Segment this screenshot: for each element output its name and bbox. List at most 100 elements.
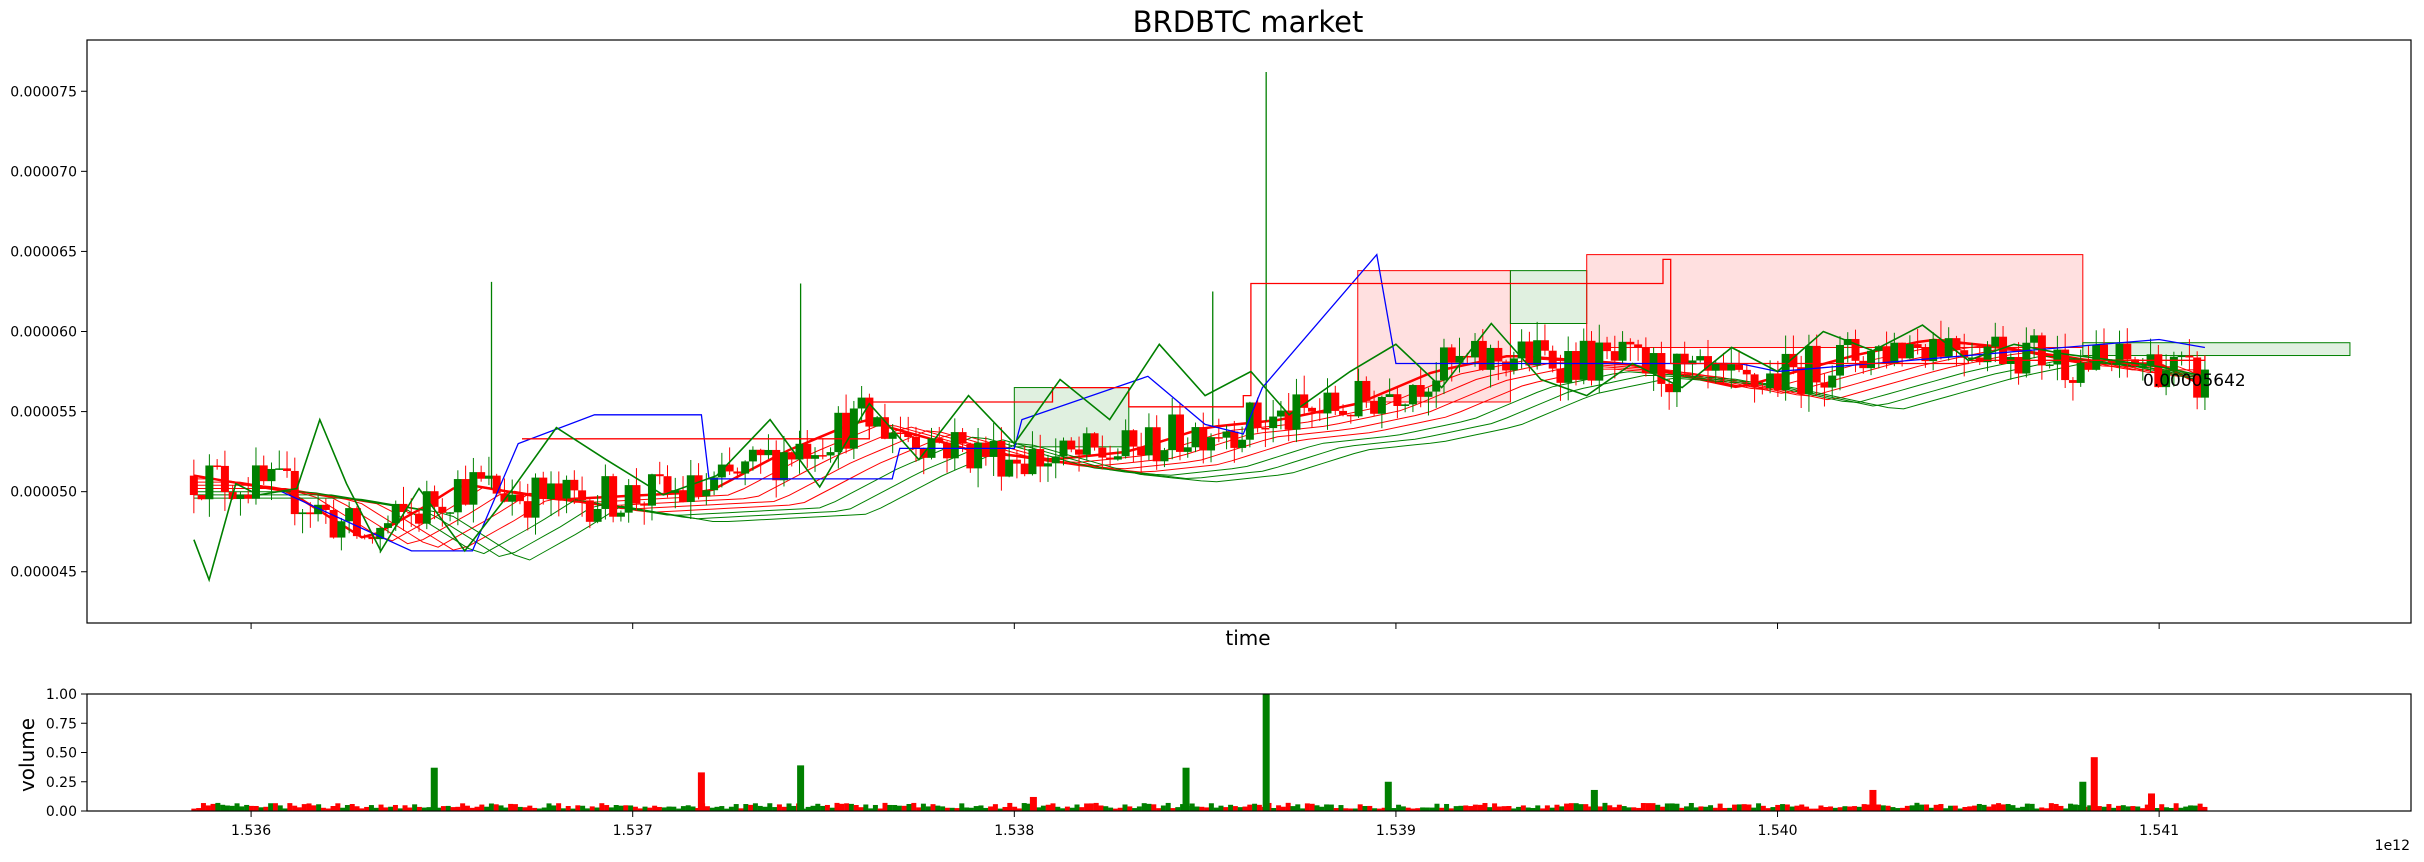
volume-bar-253 [1405, 807, 1411, 811]
volume-bar-85 [599, 803, 605, 811]
volume-bar-132 [824, 804, 830, 811]
candle-body-225 [1936, 339, 1945, 357]
volume-bar-266 [1468, 806, 1474, 811]
volume-bar-141 [868, 808, 874, 811]
volume-bar-281 [1540, 808, 1546, 811]
candle-body-137 [1253, 402, 1262, 428]
candle-body-134 [1230, 431, 1239, 448]
volume-bar-400 [2111, 807, 2117, 811]
volume-bar-51 [436, 807, 442, 811]
candle-body-208 [1804, 345, 1813, 394]
volume-bar-137 [848, 803, 854, 811]
volume-bar-166 [988, 806, 994, 811]
volume-bar-261 [1444, 803, 1450, 811]
volume-bar-216 [1228, 804, 1234, 811]
volume-bar-136 [844, 803, 850, 811]
volume-bar-272 [1496, 806, 1502, 811]
candle-body-141 [1284, 410, 1293, 430]
volume-bar-79 [570, 808, 576, 811]
volume-bar-280 [1535, 805, 1541, 811]
candle-body-182 [1603, 342, 1612, 352]
volume-bar-220 [1247, 804, 1253, 811]
volume-bar-32 [344, 805, 350, 811]
candle-body-13 [290, 470, 299, 515]
candle-body-223 [1921, 347, 1930, 362]
volume-bar-386 [2044, 808, 2050, 811]
ma-ribbon-line-2 [193, 345, 2194, 545]
volume-bar-182 [1064, 806, 1070, 811]
volume-bar-72 [536, 808, 542, 811]
candle-body-8 [251, 465, 260, 499]
candle-body-105 [1005, 459, 1014, 477]
volume-bar-212 [1208, 803, 1214, 811]
volume-bar-66 [508, 803, 514, 811]
volume-bar-159 [954, 808, 960, 811]
volume-bar-410 [2159, 804, 2165, 811]
volume-bar-361 [1924, 804, 1930, 811]
candle-body-220 [1898, 342, 1907, 359]
volume-bar-355 [1895, 808, 1901, 811]
volume-bar-48 [421, 807, 427, 811]
candle-body-124 [1152, 427, 1161, 462]
volume-bar-119 [762, 806, 768, 811]
volume-bar-360 [1919, 804, 1925, 811]
candle-body-130 [1199, 427, 1208, 451]
candle-body-55 [616, 512, 625, 517]
candle-body-190 [1665, 383, 1674, 393]
volume-bar-288 [1573, 803, 1579, 811]
volume-bar-283 [1549, 807, 1555, 811]
volume-bar-54 [450, 807, 456, 811]
volume-bar-208 [1189, 803, 1195, 811]
candle-body-232 [1991, 336, 2000, 347]
volume-bar-290 [1583, 804, 1589, 811]
volume-bar-399 [2106, 804, 2112, 811]
volume-bar-12 [248, 805, 254, 811]
candle-body-143 [1300, 394, 1309, 408]
candle-body-245 [2092, 344, 2101, 370]
volume-bar-262 [1448, 808, 1454, 811]
candle-body-256 [2177, 355, 2186, 358]
candle-body-178 [1571, 351, 1580, 380]
volume-bar-160 [959, 803, 965, 811]
volume-bar-169 [1002, 806, 1008, 811]
volume-bar-13 [253, 805, 259, 811]
volume-bar-111 [724, 808, 730, 811]
candle-body-96 [935, 438, 944, 443]
volume-bar-351 [1876, 804, 1882, 811]
volume-bar-5 [215, 802, 221, 811]
volume-bar-180 [1055, 806, 1061, 811]
candle-body-181 [1595, 342, 1604, 381]
candle-body-62 [671, 490, 680, 493]
volume-bar-23 [301, 804, 307, 811]
candle-body-222 [1913, 344, 1922, 348]
volume-bar-337 [1808, 808, 1814, 811]
candle-body-57 [632, 485, 641, 504]
volume-bar-190 [1103, 806, 1109, 811]
volume-bar-329 [1770, 807, 1776, 811]
volume-bar-142 [872, 804, 878, 811]
candle-body-153 [1377, 396, 1386, 414]
volume-bar-154 [930, 804, 936, 811]
candle-body-187 [1641, 347, 1650, 374]
volume-bar-388 [2053, 803, 2059, 811]
volume-bar-131 [820, 805, 826, 811]
volume-bar-143 [877, 808, 883, 811]
candle-body-185 [1626, 341, 1635, 345]
volume-bar-115 [743, 804, 749, 811]
volume-bar-185 [1079, 807, 1085, 811]
candle-body-18 [329, 509, 338, 538]
volume-bar-165 [983, 807, 989, 811]
candle-body-237 [2030, 335, 2039, 343]
volume-bar-378 [2005, 803, 2011, 811]
price-plot: 0.00005642 [189, 72, 2351, 583]
volume-bar-108 [709, 807, 715, 811]
candle-body-79 [803, 443, 812, 459]
volume-bar-18 [277, 805, 283, 811]
candle-body-213 [1843, 338, 1852, 345]
volume-bar-151 [916, 807, 922, 811]
volume-bar-152 [920, 803, 926, 811]
volume-bar-199 [1146, 803, 1152, 811]
candle-body-71 [741, 461, 750, 474]
volume-bar-39 [378, 804, 384, 811]
volume-bar-1 [196, 808, 202, 811]
